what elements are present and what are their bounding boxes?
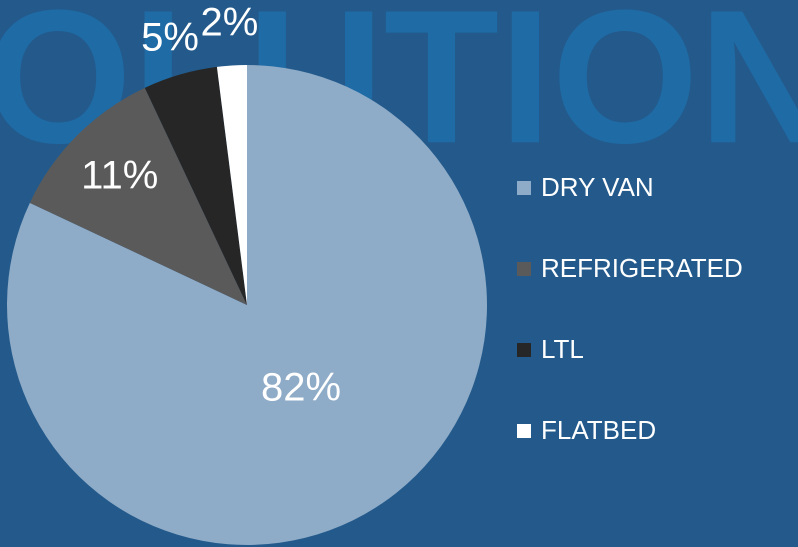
data-label: 82% <box>261 366 341 410</box>
data-label: 11% <box>81 153 158 197</box>
pie-slice <box>216 65 247 305</box>
legend-label: LTL <box>541 334 584 364</box>
legend-label: DRY VAN <box>541 172 654 202</box>
legend-swatch <box>517 262 531 276</box>
legend-swatch <box>517 424 531 438</box>
data-label: 5% <box>141 16 199 60</box>
legend-label: REFRIGERATED <box>541 253 743 283</box>
data-label: 2% <box>200 0 258 44</box>
pie-slice <box>29 87 247 305</box>
legend-swatch <box>517 181 531 195</box>
legend-swatch <box>517 343 531 357</box>
pie-slice <box>144 66 247 305</box>
legend-label: FLATBED <box>541 415 656 445</box>
